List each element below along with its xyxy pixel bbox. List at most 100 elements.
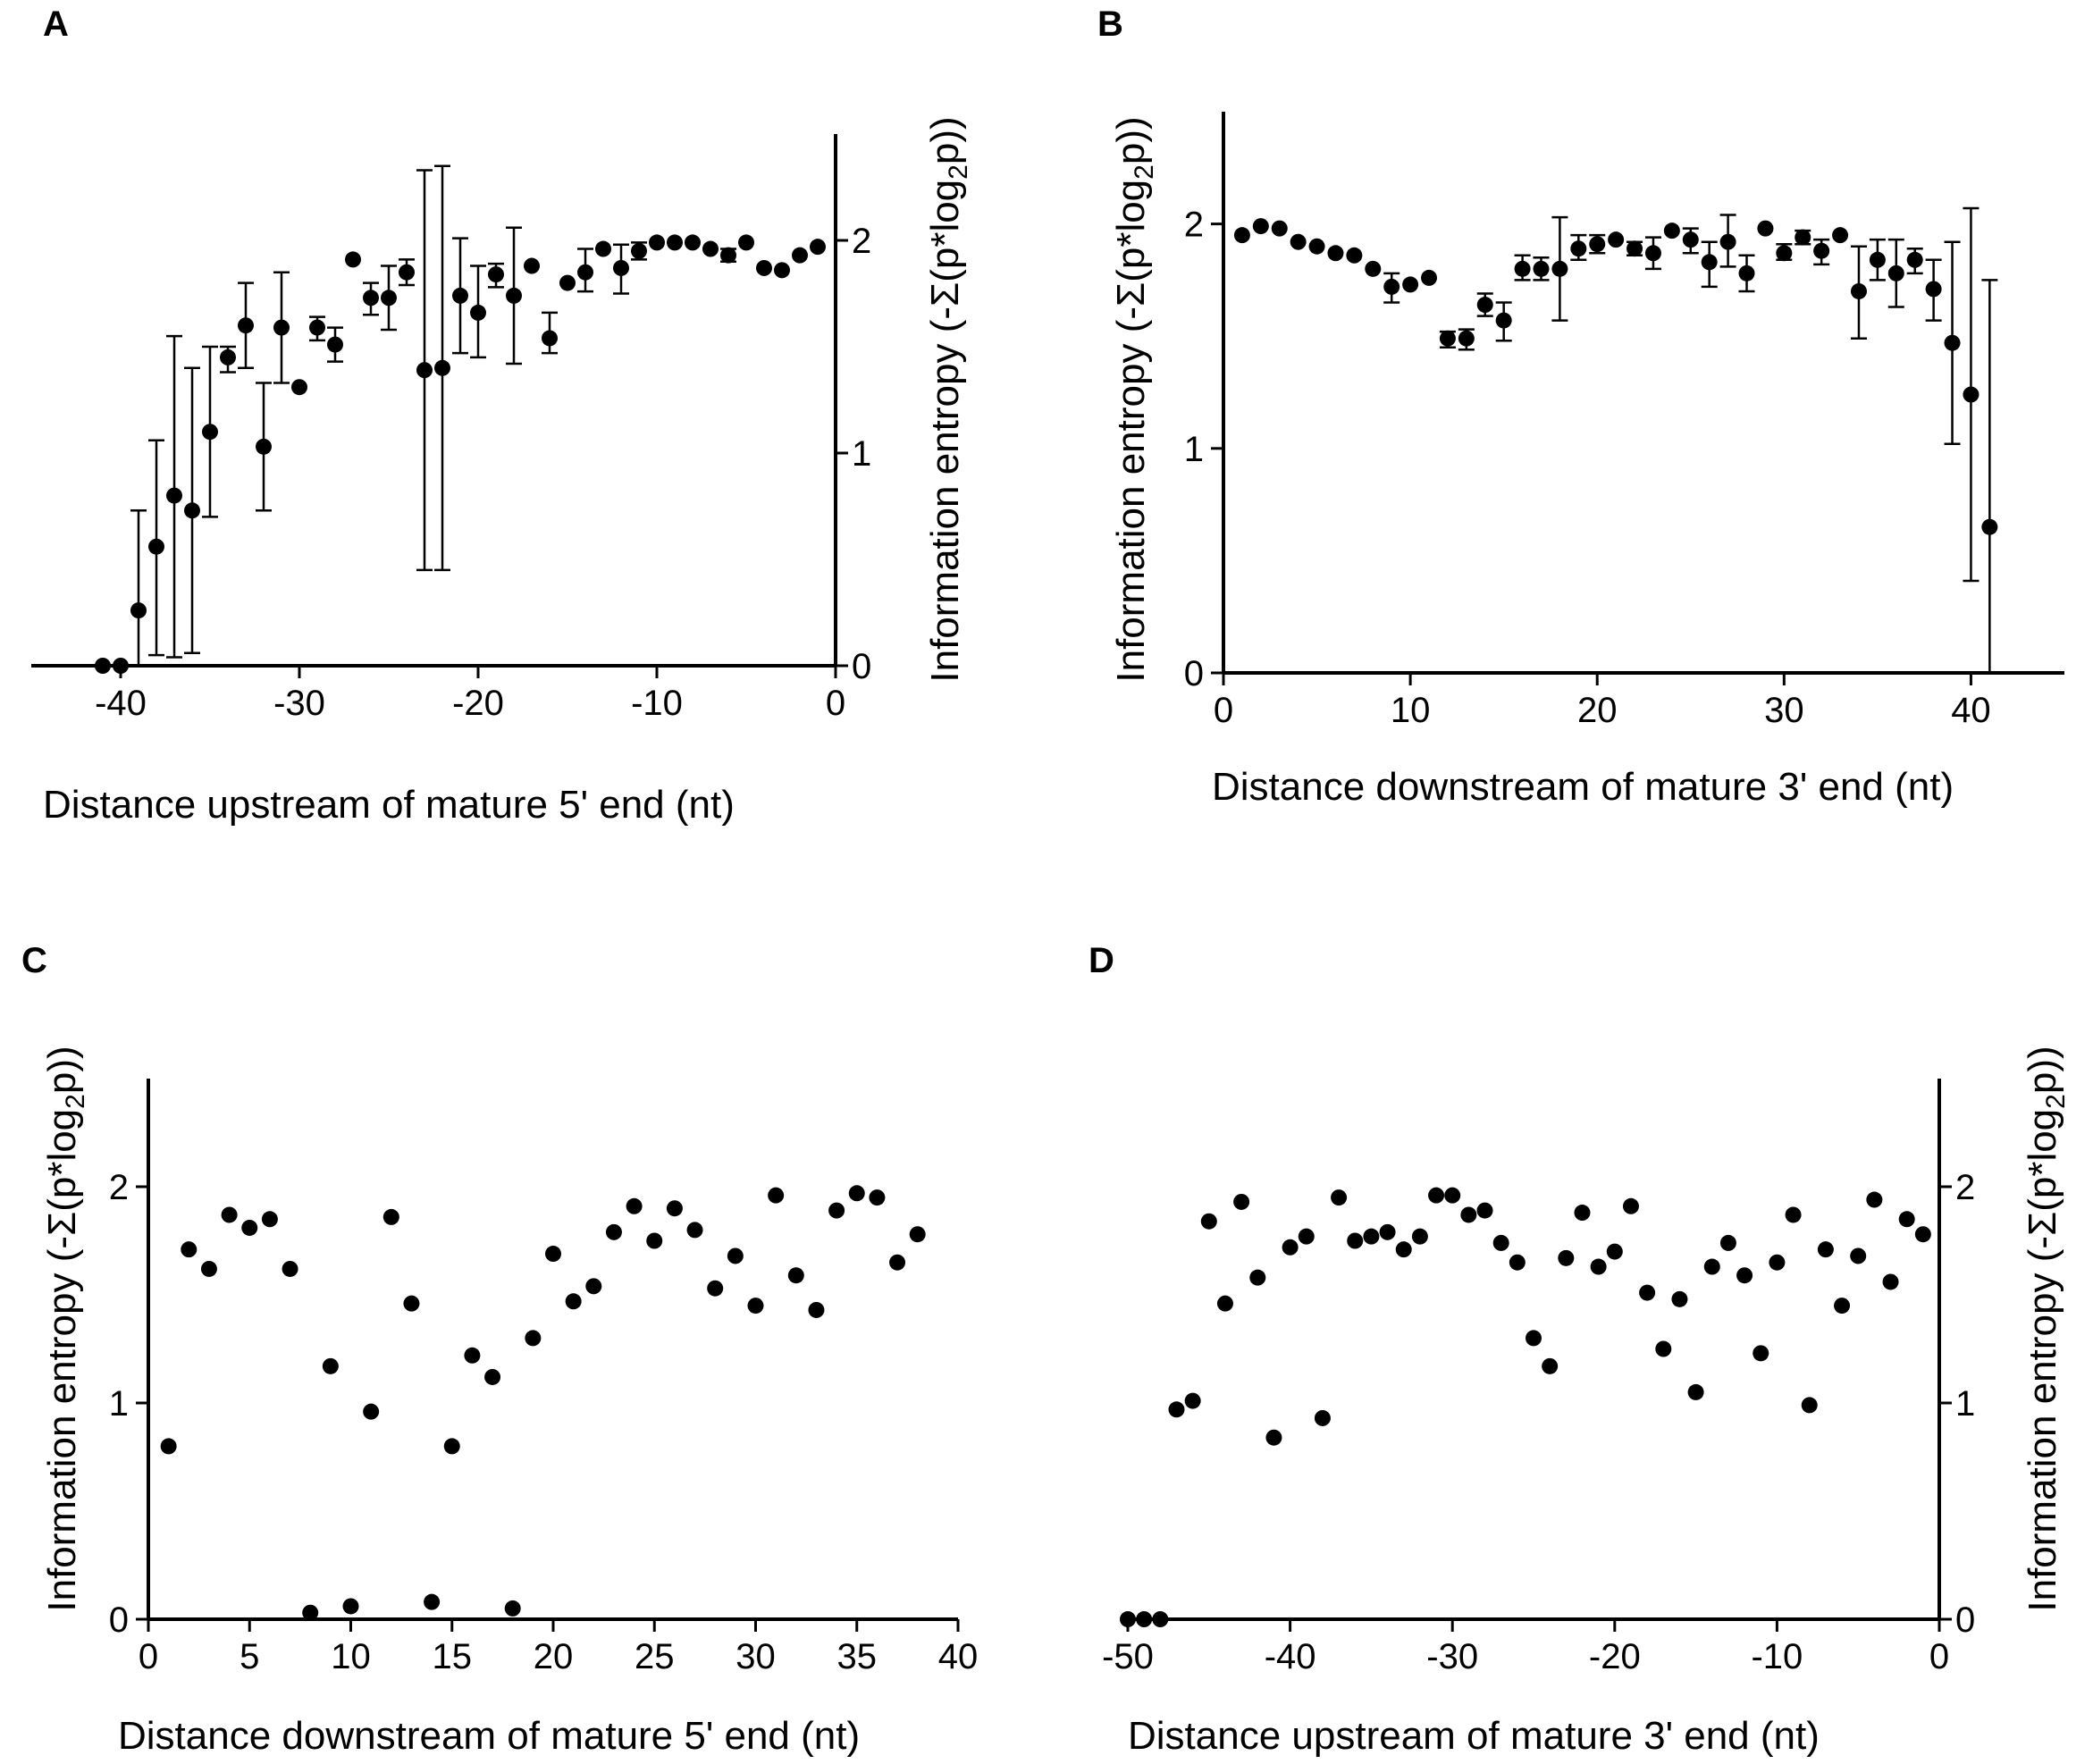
panel-a-data-point	[488, 266, 504, 283]
panel-d-data-point	[1347, 1232, 1364, 1249]
panel-d-data-point	[1817, 1241, 1834, 1258]
panel-d-series	[1120, 1187, 1931, 1627]
panel-c-data-point	[646, 1232, 663, 1249]
panel-b-y-axis-title-part-2: p))	[1109, 116, 1153, 164]
panel-letter-a: A	[43, 4, 69, 44]
panel-c-data-point	[221, 1206, 238, 1223]
panel-a-data-point	[452, 287, 468, 304]
panel-b-axes: 0 10 20 30 40 0 1 2	[1184, 112, 2064, 730]
panel-c-data-point	[768, 1187, 785, 1204]
panel-d-data-point	[1655, 1340, 1672, 1357]
panel-b-data-point	[1383, 278, 1400, 295]
panel-d-x-tick-label: -30	[1426, 1637, 1478, 1676]
panel-c-data-point	[889, 1254, 906, 1271]
panel-letter-c: C	[21, 941, 47, 980]
panel-d-data-point	[1574, 1205, 1591, 1222]
panel-d-data-point	[1703, 1258, 1720, 1275]
panel-c-data-point	[848, 1185, 865, 1202]
panel-c-series	[160, 1185, 926, 1621]
panel-a-data-point	[256, 438, 272, 455]
panel-b-x-axis-title: Distance downstream of mature 3' end (nt…	[1212, 765, 1954, 809]
panel-b-y-axis-title: Information entropy (-Σ(p*log2p))	[1109, 116, 1159, 682]
panel-c-data-point	[626, 1197, 643, 1214]
panel-c-y-axis-title: Information entropy (-Σ(p*log2p))	[40, 1046, 90, 1611]
panel-d-data-point	[1460, 1206, 1477, 1223]
panel-d-data-point	[1411, 1228, 1428, 1245]
panel-a-data-point	[702, 240, 719, 257]
panel-b-chart: 0 10 20 30 40 0 1 2 Distance downstream of matu…	[1109, 112, 2064, 809]
panel-b-data-point	[1832, 227, 1849, 244]
panel-a-data-point	[542, 330, 558, 347]
panel-a-data-point	[399, 264, 415, 281]
panel-d-data-point	[1363, 1228, 1380, 1245]
panel-b-data-point	[1701, 254, 1718, 271]
panel-d-y-axis-title-subscript: 2	[2041, 1094, 2071, 1109]
panel-d-y-tick-label: 2	[1955, 1168, 1975, 1207]
panel-c-data-point	[160, 1438, 177, 1455]
panel-a-data-point	[720, 247, 736, 264]
panel-d-y-axis-title: Information entropy (-Σ(p*log2p))	[2021, 1046, 2071, 1611]
panel-b-data-point	[1365, 260, 1382, 277]
panel-b-data-point	[1290, 233, 1307, 250]
panel-b-x-tick-label: 10	[1391, 691, 1431, 730]
panel-d-x-tick-label: -20	[1589, 1637, 1641, 1676]
panel-b-data-point	[1963, 386, 1980, 403]
panel-c-x-tick-label: 40	[938, 1637, 979, 1676]
panel-c-x-tick-label: 0	[139, 1637, 158, 1676]
panel-d-data-point	[1687, 1383, 1704, 1400]
panel-d-data-point	[1558, 1249, 1575, 1266]
panel-c-data-point	[504, 1600, 521, 1617]
panel-a-data-point	[345, 251, 361, 268]
panel-c-y-axis-title-part-1: Information entropy (-Σ(p*log	[40, 1109, 84, 1612]
panel-b-data-point	[1570, 240, 1587, 257]
panel-d-data-point	[1379, 1223, 1396, 1240]
panel-a-axes: -40 -30 -20 -10 00 1 2	[31, 134, 871, 723]
panel-c-data-point	[181, 1241, 198, 1258]
panel-c-data-point	[727, 1247, 744, 1264]
panel-c-data-point	[424, 1593, 441, 1610]
panel-a-data-point	[416, 362, 433, 379]
panel-d-x-tick-label: -40	[1265, 1637, 1316, 1676]
panel-d-data-point	[1590, 1258, 1607, 1275]
panel-b-x-tick-label: 0	[1214, 691, 1233, 730]
panel-b-data-point	[1476, 297, 1493, 314]
panel-a-x-tick-label: -10	[631, 684, 683, 723]
panel-a-data-point	[649, 234, 665, 251]
panel-a-y-axis-title-part-2: p))	[923, 116, 967, 164]
panel-b-data-point	[1738, 265, 1755, 281]
panel-b-data-point	[1925, 281, 1942, 298]
panel-a-y-tick-label: 1	[852, 434, 871, 474]
panel-a-data-point	[363, 290, 379, 307]
panel-a-data-point	[667, 234, 683, 251]
panel-a-data-point	[470, 304, 486, 321]
panel-c-y-axis-title-subscript: 2	[61, 1094, 90, 1109]
panel-b-data-point	[1233, 227, 1250, 244]
panel-c-data-point	[261, 1211, 278, 1228]
panel-b-data-point	[1458, 330, 1475, 347]
panel-d-data-point	[1801, 1397, 1818, 1414]
panel-a-data-point	[613, 259, 629, 276]
panel-b-y-tick-label: 2	[1184, 206, 1204, 245]
panel-d-data-point	[1314, 1409, 1331, 1426]
panel-c-data-point	[363, 1403, 380, 1420]
panel-a-y-axis-title-part-1: Information entropy (-Σ(p*log	[923, 180, 967, 683]
panel-b-data-point	[1346, 247, 1363, 264]
panel-b-data-point	[1608, 231, 1625, 248]
panel-d-data-point	[1898, 1211, 1915, 1228]
panel-a-data-point	[434, 359, 450, 376]
panel-d-data-point	[1476, 1202, 1493, 1219]
panel-a-data-point	[148, 538, 164, 555]
panel-a-y-tick-label: 0	[852, 647, 871, 686]
panel-b-y-tick-label: 0	[1184, 654, 1204, 693]
panel-a-data-point	[756, 259, 772, 276]
panel-a-series	[95, 164, 826, 674]
panel-b-data-point	[1308, 238, 1325, 255]
panel-d-data-point	[1331, 1189, 1348, 1206]
panel-d-data-point	[1736, 1267, 1753, 1284]
panel-c-data-point	[869, 1189, 886, 1206]
panel-c-data-point	[200, 1260, 217, 1277]
panel-b-data-point	[1644, 245, 1661, 262]
panel-c-data-point	[747, 1298, 764, 1315]
panel-a-data-point	[309, 319, 325, 336]
panel-a-data-point	[559, 274, 576, 291]
